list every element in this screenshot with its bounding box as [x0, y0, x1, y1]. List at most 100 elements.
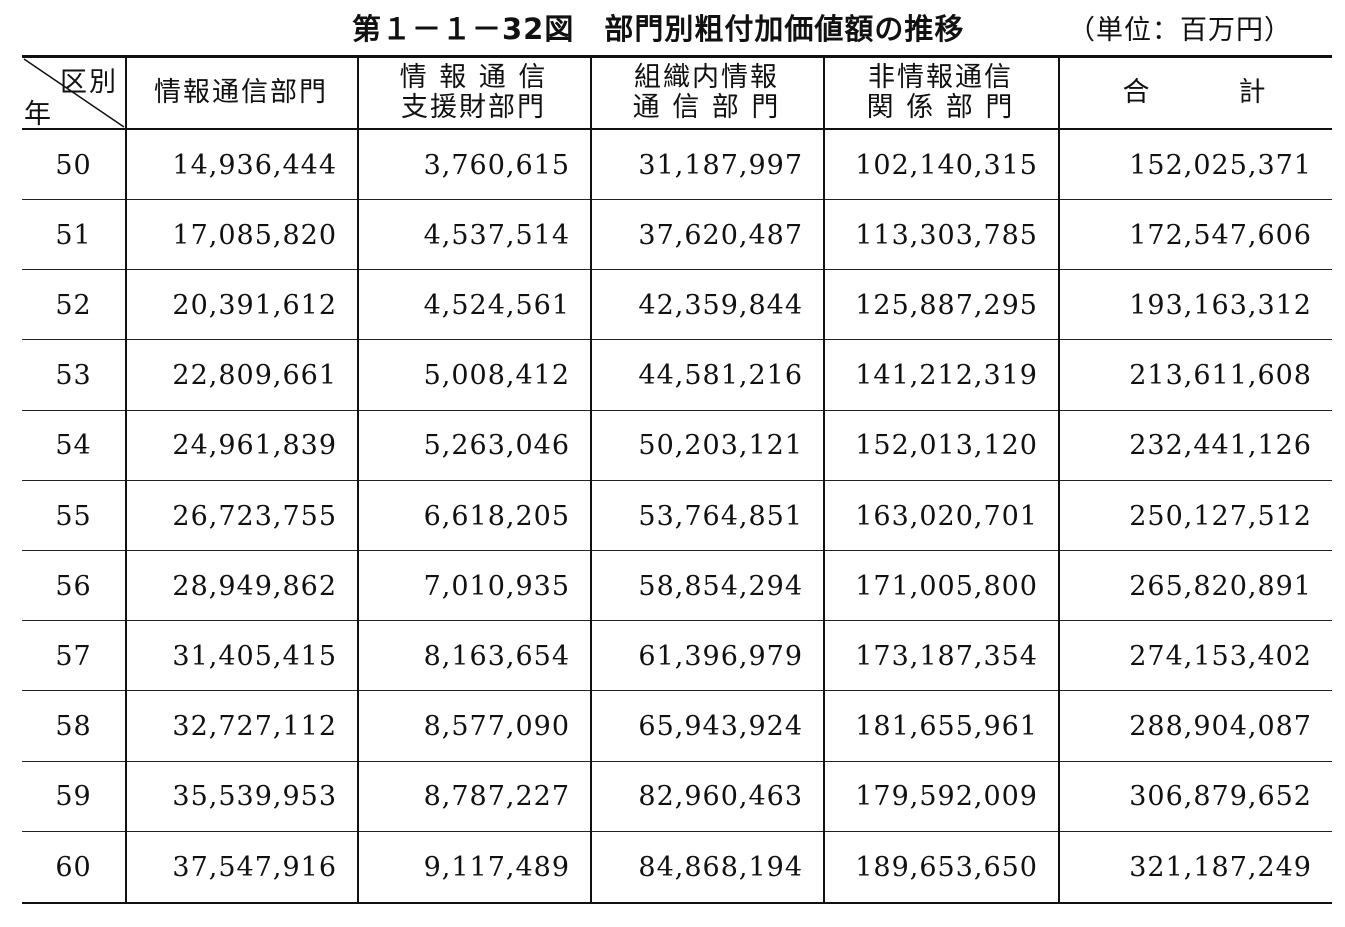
table-row: 55 26,723,755 6,618,205 53,764,851 163,020,7… [22, 481, 1332, 551]
year-cell: 54 [55, 430, 92, 462]
year-cell: 56 [55, 570, 92, 602]
value-cell: 125,887,295 [855, 289, 1038, 321]
column-divider [823, 58, 825, 902]
value-cell: 250,127,512 [1129, 500, 1312, 532]
value-cell: 24,961,839 [172, 430, 337, 462]
value-cell: 50,203,121 [638, 430, 803, 462]
table-row: 59 35,539,953 8,787,227 82,960,463 179,592,0… [22, 762, 1332, 832]
year-cell: 51 [55, 219, 92, 251]
column-header-line: 関 係 部 門 [866, 92, 1015, 123]
column-header: 組織内情報通 信 部 門 [590, 58, 823, 128]
year-cell: 55 [55, 500, 92, 532]
value-cell: 306,879,652 [1129, 781, 1312, 813]
value-cell: 232,441,126 [1129, 430, 1312, 462]
value-cell: 9,117,489 [423, 851, 570, 883]
table-row: 57 31,405,415 8,163,654 61,396,979 173,187,3… [22, 621, 1332, 692]
row-divider [22, 690, 1332, 692]
year-cell: 57 [55, 640, 92, 672]
value-cell: 8,163,654 [423, 640, 570, 672]
value-cell: 189,653,650 [855, 851, 1038, 883]
year-cell: 59 [55, 781, 92, 813]
value-cell: 28,949,862 [172, 570, 337, 602]
value-cell: 20,391,612 [172, 289, 337, 321]
year-cell: 58 [55, 711, 92, 743]
value-cell: 274,153,402 [1129, 640, 1312, 672]
table-row: 53 22,809,661 5,008,412 44,581,216 141,212,3… [22, 341, 1332, 411]
row-divider [22, 409, 1332, 411]
table-row: 52 20,391,612 4,524,561 42,359,844 125,887,2… [22, 270, 1332, 341]
value-cell: 65,943,924 [638, 711, 803, 743]
value-cell: 84,868,194 [638, 851, 803, 883]
table-bottom-rule [22, 902, 1332, 904]
value-cell: 32,727,112 [172, 711, 337, 743]
value-cell: 141,212,319 [855, 360, 1038, 392]
table-header-rule [22, 128, 1332, 130]
row-divider [22, 620, 1332, 622]
column-header: 非情報通信関 係 部 門 [823, 58, 1058, 128]
year-cell: 52 [55, 289, 92, 321]
value-cell: 288,904,087 [1129, 711, 1312, 743]
corner-label-year: 年 [24, 99, 51, 130]
year-cell: 50 [55, 149, 92, 181]
column-divider [125, 58, 127, 902]
row-divider [22, 830, 1332, 832]
value-cell: 8,577,090 [423, 711, 570, 743]
column-header-line: 情報通信部門 [154, 77, 328, 108]
column-header: 情報通信部門 [125, 58, 357, 128]
value-cell: 26,723,755 [172, 500, 337, 532]
value-cell: 152,025,371 [1129, 149, 1312, 181]
row-divider [22, 269, 1332, 271]
value-cell: 181,655,961 [855, 711, 1038, 743]
value-cell: 5,008,412 [423, 360, 570, 392]
column-header-line: 組織内情報 [634, 62, 779, 93]
column-header-line: 情 報 通 信 [399, 62, 548, 93]
value-cell: 31,405,415 [172, 640, 337, 672]
value-cell: 265,820,891 [1129, 570, 1312, 602]
value-cell: 6,618,205 [423, 500, 570, 532]
value-cell: 14,936,444 [172, 149, 337, 181]
value-cell: 102,140,315 [855, 149, 1038, 181]
column-header-line: 支援財部門 [401, 92, 546, 123]
table-row: 56 28,949,862 7,010,935 58,854,294 171,005,8… [22, 551, 1332, 622]
value-cell: 61,396,979 [638, 640, 803, 672]
value-cell: 17,085,820 [172, 219, 337, 251]
row-divider [22, 760, 1332, 762]
table-row: 60 37,547,916 9,117,489 84,868,194 189,653,6… [22, 832, 1332, 902]
year-cell: 60 [55, 851, 92, 883]
column-divider [357, 58, 359, 902]
value-cell: 172,547,606 [1129, 219, 1312, 251]
corner-label-category: 区別 [60, 67, 118, 98]
value-cell: 152,013,120 [855, 430, 1038, 462]
value-cell: 82,960,463 [638, 781, 803, 813]
corner-diagonal [23, 58, 125, 128]
value-cell: 171,005,800 [855, 570, 1038, 602]
value-cell: 173,187,354 [855, 640, 1038, 672]
value-cell: 5,263,046 [423, 430, 570, 462]
column-header: 合 計 [1058, 58, 1332, 128]
value-cell: 113,303,785 [855, 219, 1038, 251]
year-cell: 53 [55, 360, 92, 392]
value-cell: 35,539,953 [172, 781, 337, 813]
column-header-line: 通 信 部 門 [632, 92, 781, 123]
value-cell: 44,581,216 [638, 360, 803, 392]
value-cell: 179,592,009 [855, 781, 1038, 813]
column-divider [1058, 58, 1060, 902]
page-title: 第１－１－32図 部門別粗付加価値額の推移 [352, 12, 965, 46]
column-divider [590, 58, 592, 902]
table-row: 51 17,085,820 4,537,514 37,620,487 113,303,7… [22, 200, 1332, 271]
column-header-line: 非情報通信 [868, 62, 1013, 93]
table-row: 50 14,936,444 3,760,615 31,187,997 102,140,3… [22, 130, 1332, 200]
row-divider [22, 550, 1332, 551]
column-header: 情 報 通 信支援財部門 [357, 58, 590, 128]
value-cell: 53,764,851 [638, 500, 803, 532]
value-cell: 4,524,561 [423, 289, 570, 321]
title-row: 第１－１－32図 部門別粗付加価値額の推移 （単位：百万円） [0, 4, 1345, 46]
value-cell: 321,187,249 [1129, 851, 1312, 883]
table-row: 58 32,727,112 8,577,090 65,943,924 181,655,9… [22, 692, 1332, 762]
value-cell: 31,187,997 [638, 149, 803, 181]
table-top-rule [22, 55, 1332, 58]
column-header-line: 合 計 [1122, 77, 1268, 108]
unit-label: （単位：百万円） [1068, 15, 1292, 46]
value-cell: 37,547,916 [172, 851, 337, 883]
row-divider [22, 479, 1332, 481]
